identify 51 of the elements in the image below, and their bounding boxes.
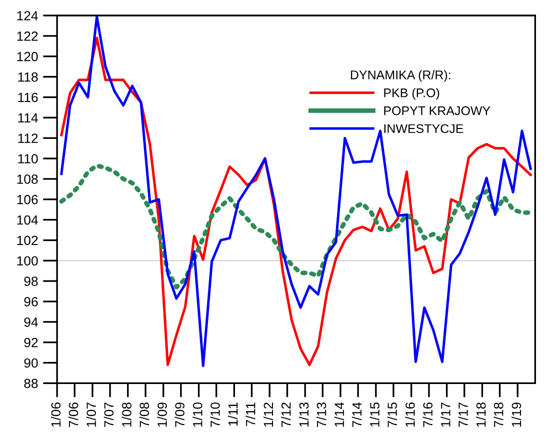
line-series (59, 163, 533, 290)
x-tick-label: 7/12 (281, 402, 291, 427)
x-tick-label: 1/08 (122, 402, 132, 427)
x-tick-label: 7/10 (210, 402, 220, 427)
x-tick-label: 1/17 (440, 402, 450, 427)
x-tick-label: 7/17 (458, 402, 468, 427)
x-tick-label: 1/10 (192, 402, 202, 427)
x-tick-label: 1/14 (334, 402, 344, 427)
x-tick-label: 7/16 (422, 402, 432, 427)
y-tick-label: 88 (24, 378, 38, 388)
x-tick-label: 7/07 (104, 402, 114, 427)
x-tick-label: 7/08 (139, 402, 150, 427)
y-tick-label: 116 (18, 92, 38, 102)
y-tick-label: 112 (18, 134, 38, 143)
x-tick-label: 1/15 (370, 402, 380, 427)
y-tick-label: 106 (17, 194, 38, 204)
x-tick-label: 1/12 (263, 402, 274, 427)
y-tick-label: 120 (17, 52, 38, 62)
x-tick-label: 1/06 (50, 402, 61, 427)
x-tick-label: 1/07 (86, 402, 96, 427)
y-tick-label: 102 (17, 236, 38, 246)
legend-label: INWESTYCJE (384, 124, 464, 134)
x-tick-label: 7/09 (174, 402, 184, 427)
x-tick-label: 7/11 (246, 402, 256, 426)
y-tick-label: 114 (18, 113, 38, 122)
y-tick-label: 94 (24, 317, 38, 327)
x-tick-label: 7/18 (494, 402, 504, 427)
legend-title: DYNAMIKA (R/R): (350, 70, 450, 82)
x-tick-label: 1/18 (476, 402, 486, 427)
y-tick-label: 118 (18, 72, 38, 82)
x-tick-label: 1/13 (298, 402, 309, 427)
y-tick-label: 122 (17, 32, 38, 41)
x-tick-label: 7/15 (387, 402, 397, 427)
x-tick-label: 7/14 (352, 402, 362, 427)
y-tick-label: 110 (18, 154, 38, 164)
x-tick-label: 7/06 (68, 402, 78, 427)
y-tick-label: 104 (17, 215, 38, 225)
y-tick-label: 90 (24, 358, 38, 368)
x-tick-label: 1/16 (405, 402, 415, 427)
x-tick-label: 7/13 (316, 402, 326, 427)
y-tick-label: 108 (17, 174, 38, 184)
x-tick-label: 1/09 (157, 402, 167, 427)
y-tick-label: 96 (24, 297, 38, 306)
x-tick-label: 1/11 (228, 402, 238, 426)
legend-label: PKB (P.O) (384, 88, 440, 100)
x-tick-label: 1/19 (511, 402, 522, 427)
legend-label: POPYT KRAJOWY (384, 106, 490, 116)
y-tick-label: 100 (17, 256, 38, 266)
y-tick-label: 92 (24, 338, 38, 348)
y-tick-label: 98 (24, 276, 38, 286)
y-tick-label: 124 (17, 11, 38, 20)
